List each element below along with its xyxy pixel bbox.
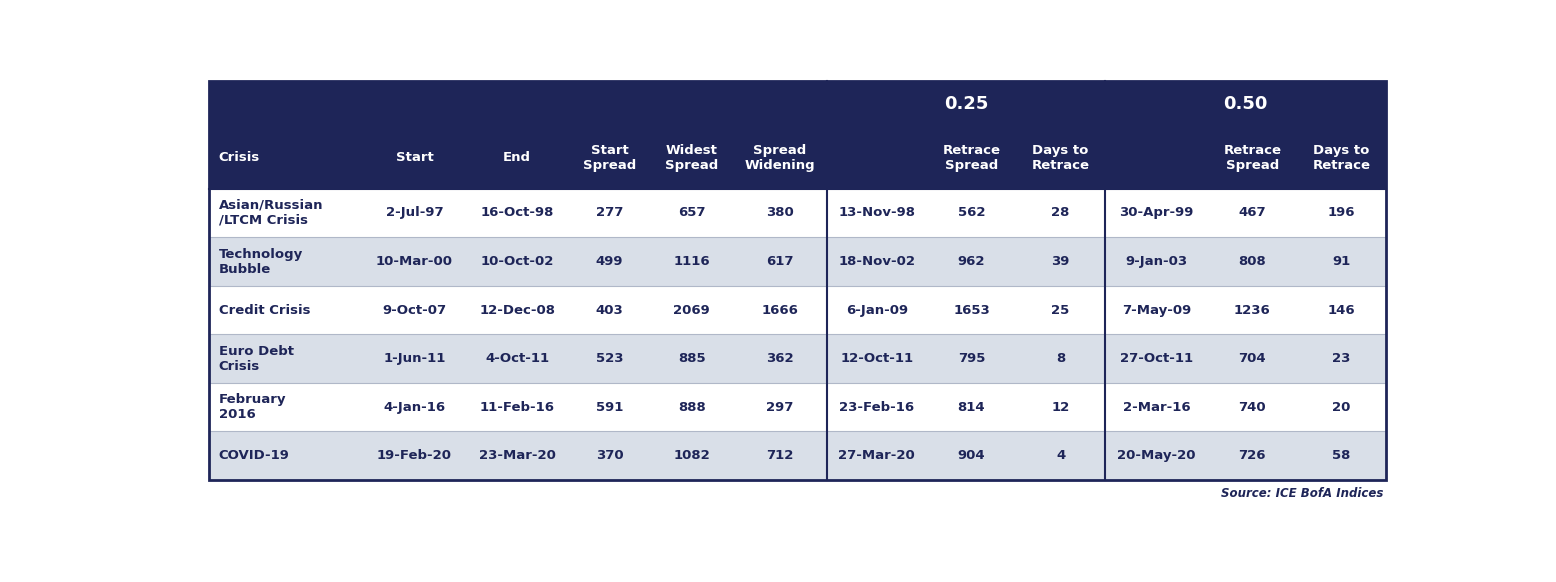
Text: 196: 196 bbox=[1327, 207, 1355, 219]
Text: 10-Mar-00: 10-Mar-00 bbox=[377, 255, 453, 268]
Text: 6-Jan-09: 6-Jan-09 bbox=[846, 304, 907, 317]
Text: Widest
Spread: Widest Spread bbox=[666, 144, 719, 172]
Text: 1653: 1653 bbox=[954, 304, 990, 317]
Text: 18-Nov-02: 18-Nov-02 bbox=[839, 255, 915, 268]
Text: Retrace
Spread: Retrace Spread bbox=[1223, 144, 1281, 172]
Text: 4-Oct-11: 4-Oct-11 bbox=[485, 352, 549, 365]
Bar bbox=[209, 431, 1386, 480]
Text: 885: 885 bbox=[678, 352, 706, 365]
Text: Source: ICE BofA Indices: Source: ICE BofA Indices bbox=[1221, 487, 1383, 499]
Bar bbox=[209, 383, 1386, 431]
Text: 904: 904 bbox=[958, 449, 985, 462]
Text: 23: 23 bbox=[1332, 352, 1351, 365]
Text: Retrace
Spread: Retrace Spread bbox=[943, 144, 1001, 172]
Text: 9-Jan-03: 9-Jan-03 bbox=[1125, 255, 1187, 268]
Text: 30-Apr-99: 30-Apr-99 bbox=[1119, 207, 1193, 219]
Text: 657: 657 bbox=[678, 207, 705, 219]
Text: 11-Feb-16: 11-Feb-16 bbox=[479, 400, 554, 414]
Text: 297: 297 bbox=[766, 400, 794, 414]
Text: Euro Debt
Crisis: Euro Debt Crisis bbox=[218, 345, 294, 372]
Text: 2-Mar-16: 2-Mar-16 bbox=[1123, 400, 1190, 414]
Text: End: End bbox=[503, 151, 531, 164]
Text: Spread
Widening: Spread Widening bbox=[744, 144, 815, 172]
Text: Start: Start bbox=[395, 151, 433, 164]
Text: 1236: 1236 bbox=[1234, 304, 1271, 317]
Text: 58: 58 bbox=[1332, 449, 1351, 462]
Text: 39: 39 bbox=[1052, 255, 1071, 268]
Text: Credit Crisis: Credit Crisis bbox=[218, 304, 310, 317]
Text: 20-May-20: 20-May-20 bbox=[1117, 449, 1195, 462]
Text: 4-Jan-16: 4-Jan-16 bbox=[383, 400, 445, 414]
Text: 362: 362 bbox=[766, 352, 794, 365]
Text: 467: 467 bbox=[1239, 207, 1267, 219]
Text: 277: 277 bbox=[596, 207, 624, 219]
Text: COVID-19: COVID-19 bbox=[218, 449, 289, 462]
Text: 2-Jul-97: 2-Jul-97 bbox=[386, 207, 443, 219]
Text: 19-Feb-20: 19-Feb-20 bbox=[377, 449, 451, 462]
Text: 23-Feb-16: 23-Feb-16 bbox=[839, 400, 915, 414]
Text: Asian/Russian
/LTCM Crisis: Asian/Russian /LTCM Crisis bbox=[218, 199, 324, 227]
Text: 12: 12 bbox=[1052, 400, 1069, 414]
Text: 27-Mar-20: 27-Mar-20 bbox=[839, 449, 915, 462]
Text: 9-Oct-07: 9-Oct-07 bbox=[383, 304, 447, 317]
Text: 1-Jun-11: 1-Jun-11 bbox=[383, 352, 445, 365]
Text: 0.25: 0.25 bbox=[943, 95, 988, 113]
Text: 12-Dec-08: 12-Dec-08 bbox=[479, 304, 555, 317]
Text: 403: 403 bbox=[596, 304, 624, 317]
Text: Technology
Bubble: Technology Bubble bbox=[218, 247, 303, 275]
Bar bbox=[209, 189, 1386, 237]
Text: Days to
Retrace: Days to Retrace bbox=[1312, 144, 1371, 172]
Text: 814: 814 bbox=[958, 400, 985, 414]
Text: 16-Oct-98: 16-Oct-98 bbox=[481, 207, 554, 219]
Text: 12-Oct-11: 12-Oct-11 bbox=[840, 352, 913, 365]
Text: 7-May-09: 7-May-09 bbox=[1122, 304, 1190, 317]
Bar bbox=[209, 334, 1386, 383]
Text: 20: 20 bbox=[1332, 400, 1351, 414]
Text: 704: 704 bbox=[1239, 352, 1267, 365]
Text: Crisis: Crisis bbox=[218, 151, 260, 164]
Text: 499: 499 bbox=[596, 255, 624, 268]
Bar bbox=[209, 237, 1386, 286]
Text: 888: 888 bbox=[678, 400, 706, 414]
Text: 712: 712 bbox=[766, 449, 794, 462]
Text: 962: 962 bbox=[958, 255, 985, 268]
Bar bbox=[209, 81, 1386, 480]
Text: 795: 795 bbox=[958, 352, 985, 365]
Text: 1082: 1082 bbox=[674, 449, 710, 462]
Text: 562: 562 bbox=[958, 207, 985, 219]
Text: 1116: 1116 bbox=[674, 255, 710, 268]
Text: 523: 523 bbox=[596, 352, 624, 365]
Text: Start
Spread: Start Spread bbox=[584, 144, 636, 172]
Text: 380: 380 bbox=[766, 207, 794, 219]
Text: 2069: 2069 bbox=[674, 304, 710, 317]
Text: 25: 25 bbox=[1052, 304, 1069, 317]
Text: 740: 740 bbox=[1239, 400, 1267, 414]
Text: 27-Oct-11: 27-Oct-11 bbox=[1120, 352, 1193, 365]
Text: 28: 28 bbox=[1052, 207, 1071, 219]
Text: 370: 370 bbox=[596, 449, 624, 462]
Text: 4: 4 bbox=[1057, 449, 1066, 462]
Text: 10-Oct-02: 10-Oct-02 bbox=[481, 255, 554, 268]
Bar bbox=[209, 81, 1386, 189]
Text: 0.50: 0.50 bbox=[1223, 95, 1268, 113]
Text: 1666: 1666 bbox=[761, 304, 798, 317]
Text: 591: 591 bbox=[596, 400, 624, 414]
Text: 23-Mar-20: 23-Mar-20 bbox=[479, 449, 555, 462]
Text: 91: 91 bbox=[1332, 255, 1351, 268]
Text: 726: 726 bbox=[1239, 449, 1267, 462]
Bar bbox=[209, 286, 1386, 334]
Text: 808: 808 bbox=[1239, 255, 1267, 268]
Text: 617: 617 bbox=[766, 255, 794, 268]
Text: Days to
Retrace: Days to Retrace bbox=[1032, 144, 1089, 172]
Text: 13-Nov-98: 13-Nov-98 bbox=[839, 207, 915, 219]
Text: 146: 146 bbox=[1327, 304, 1355, 317]
Text: February
2016: February 2016 bbox=[218, 393, 286, 421]
Text: 8: 8 bbox=[1057, 352, 1066, 365]
